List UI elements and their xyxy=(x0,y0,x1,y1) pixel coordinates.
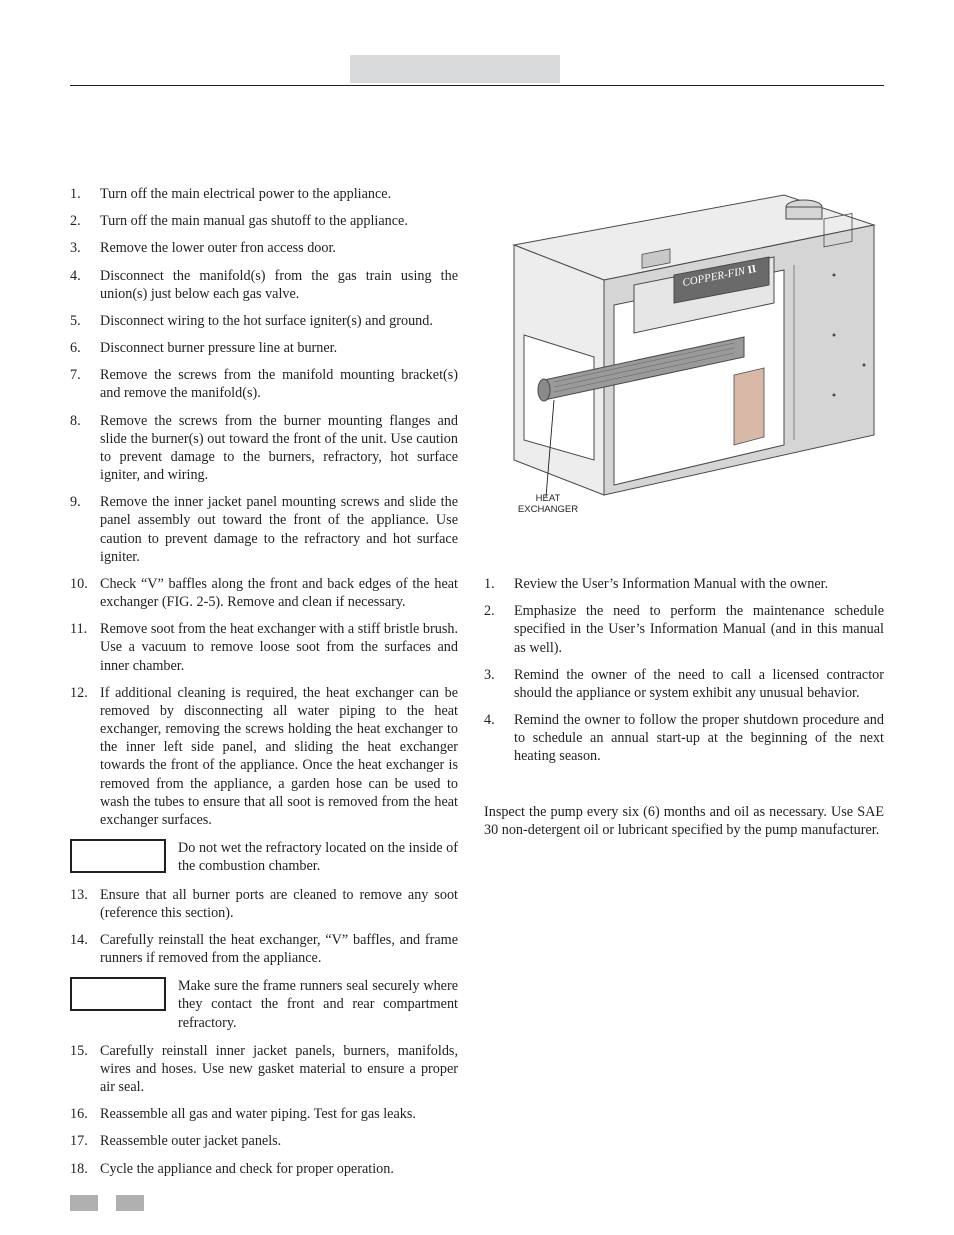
caution-box xyxy=(70,839,166,873)
step-num: 7. xyxy=(70,366,100,402)
step-text: Remove soot from the heat exchanger with… xyxy=(100,620,458,675)
step-text: If additional cleaning is required, the … xyxy=(100,684,458,829)
step-num: 4. xyxy=(484,711,514,766)
step-item: 1.Review the User’s Information Manual w… xyxy=(484,575,884,593)
step-text: Remove the inner jacket panel mounting s… xyxy=(100,493,458,566)
spacer xyxy=(484,789,884,803)
step-num: 12. xyxy=(70,684,100,829)
step-text: Remove the lower outer fron access door. xyxy=(100,239,458,257)
step-item: 2.Turn off the main manual gas shutoff t… xyxy=(70,212,458,230)
figure-label-line2: EXCHANGER xyxy=(518,504,578,515)
figure-label-line1: HEAT xyxy=(536,493,561,504)
step-num: 16. xyxy=(70,1105,100,1123)
step-item: 9.Remove the inner jacket panel mounting… xyxy=(70,493,458,566)
step-item: 3.Remove the lower outer fron access doo… xyxy=(70,239,458,257)
step-text: Ensure that all burner ports are cleaned… xyxy=(100,886,458,922)
step-item: 2.Emphasize the need to perform the main… xyxy=(484,602,884,657)
step-num: 13. xyxy=(70,886,100,922)
step-text: Reassemble outer jacket panels. xyxy=(100,1132,458,1150)
figure-label: HEAT EXCHANGER xyxy=(508,494,588,515)
step-num: 1. xyxy=(484,575,514,593)
step-text: Disconnect burner pressure line at burne… xyxy=(100,339,458,357)
step-item: 12.If additional cleaning is required, t… xyxy=(70,684,458,829)
step-text: Emphasize the need to perform the mainte… xyxy=(514,602,884,657)
step-num: 1. xyxy=(70,185,100,203)
step-item: 11.Remove soot from the heat exchanger w… xyxy=(70,620,458,675)
step-item: 15.Carefully reinstall inner jacket pane… xyxy=(70,1042,458,1097)
step-num: 11. xyxy=(70,620,100,675)
step-text: Remove the screws from the burner mounti… xyxy=(100,412,458,485)
step-item: 18.Cycle the appliance and check for pro… xyxy=(70,1160,458,1178)
step-item: 4.Disconnect the manifold(s) from the ga… xyxy=(70,267,458,303)
page: 1.Turn off the main electrical power to … xyxy=(0,0,954,1235)
step-num: 18. xyxy=(70,1160,100,1178)
right-column: COPPER-FIN II xyxy=(484,185,884,1187)
step-item: 8.Remove the screws from the burner moun… xyxy=(70,412,458,485)
step-item: 1.Turn off the main electrical power to … xyxy=(70,185,458,203)
step-text: Reassemble all gas and water piping. Tes… xyxy=(100,1105,458,1123)
step-item: 6.Disconnect burner pressure line at bur… xyxy=(70,339,458,357)
pump-paragraph: Inspect the pump every six (6) months an… xyxy=(484,803,884,839)
step-text: Remind the owner to follow the proper sh… xyxy=(514,711,884,766)
step-item: 13.Ensure that all burner ports are clea… xyxy=(70,886,458,922)
caution-block-1: Do not wet the refractory located on the… xyxy=(70,839,458,875)
step-item: 3.Remind the owner of the need to call a… xyxy=(484,666,884,702)
step-num: 3. xyxy=(70,239,100,257)
step-item: 10.Check “V” baffles along the front and… xyxy=(70,575,458,611)
step-num: 14. xyxy=(70,931,100,967)
appliance-illustration: COPPER-FIN II xyxy=(484,185,884,515)
step-item: 5.Disconnect wiring to the hot surface i… xyxy=(70,312,458,330)
step-text: Check “V” baffles along the front and ba… xyxy=(100,575,458,611)
step-num: 8. xyxy=(70,412,100,485)
step-num: 5. xyxy=(70,312,100,330)
page-number-boxes xyxy=(70,1195,144,1211)
step-num: 6. xyxy=(70,339,100,357)
step-text: Turn off the main electrical power to th… xyxy=(100,185,458,203)
heat-exchanger-figure: COPPER-FIN II xyxy=(484,185,884,515)
steps-list-b: 13.Ensure that all burner ports are clea… xyxy=(70,886,458,968)
content-columns: 1.Turn off the main electrical power to … xyxy=(70,185,884,1187)
caution-text: Do not wet the refractory located on the… xyxy=(178,839,458,875)
step-item: 16.Reassemble all gas and water piping. … xyxy=(70,1105,458,1123)
spacer xyxy=(484,775,884,789)
caution-block-2: Make sure the frame runners seal securel… xyxy=(70,977,458,1032)
step-num: 15. xyxy=(70,1042,100,1097)
step-item: 14.Carefully reinstall the heat exchange… xyxy=(70,931,458,967)
pageno-box xyxy=(70,1195,98,1211)
step-item: 7.Remove the screws from the manifold mo… xyxy=(70,366,458,402)
step-num: 9. xyxy=(70,493,100,566)
step-text: Disconnect wiring to the hot surface ign… xyxy=(100,312,458,330)
step-text: Remind the owner of the need to call a l… xyxy=(514,666,884,702)
owner-steps: 1.Review the User’s Information Manual w… xyxy=(484,575,884,766)
step-text: Carefully reinstall the heat exchanger, … xyxy=(100,931,458,967)
step-num: 3. xyxy=(484,666,514,702)
step-num: 2. xyxy=(70,212,100,230)
step-text: Remove the screws from the manifold moun… xyxy=(100,366,458,402)
header-rule xyxy=(70,85,884,86)
caution-box xyxy=(70,977,166,1011)
step-num: 2. xyxy=(484,602,514,657)
header-shade xyxy=(350,55,560,83)
step-text: Cycle the appliance and check for proper… xyxy=(100,1160,458,1178)
step-item: 17.Reassemble outer jacket panels. xyxy=(70,1132,458,1150)
step-num: 4. xyxy=(70,267,100,303)
steps-list-a: 1.Turn off the main electrical power to … xyxy=(70,185,458,829)
step-text: Carefully reinstall inner jacket panels,… xyxy=(100,1042,458,1097)
caution-text: Make sure the frame runners seal securel… xyxy=(178,977,458,1032)
step-num: 10. xyxy=(70,575,100,611)
step-num: 17. xyxy=(70,1132,100,1150)
step-text: Review the User’s Information Manual wit… xyxy=(514,575,884,593)
step-text: Turn off the main manual gas shutoff to … xyxy=(100,212,458,230)
step-item: 4.Remind the owner to follow the proper … xyxy=(484,711,884,766)
step-text: Disconnect the manifold(s) from the gas … xyxy=(100,267,458,303)
left-column: 1.Turn off the main electrical power to … xyxy=(70,185,458,1187)
steps-list-c: 15.Carefully reinstall inner jacket pane… xyxy=(70,1042,458,1178)
pageno-box xyxy=(116,1195,144,1211)
